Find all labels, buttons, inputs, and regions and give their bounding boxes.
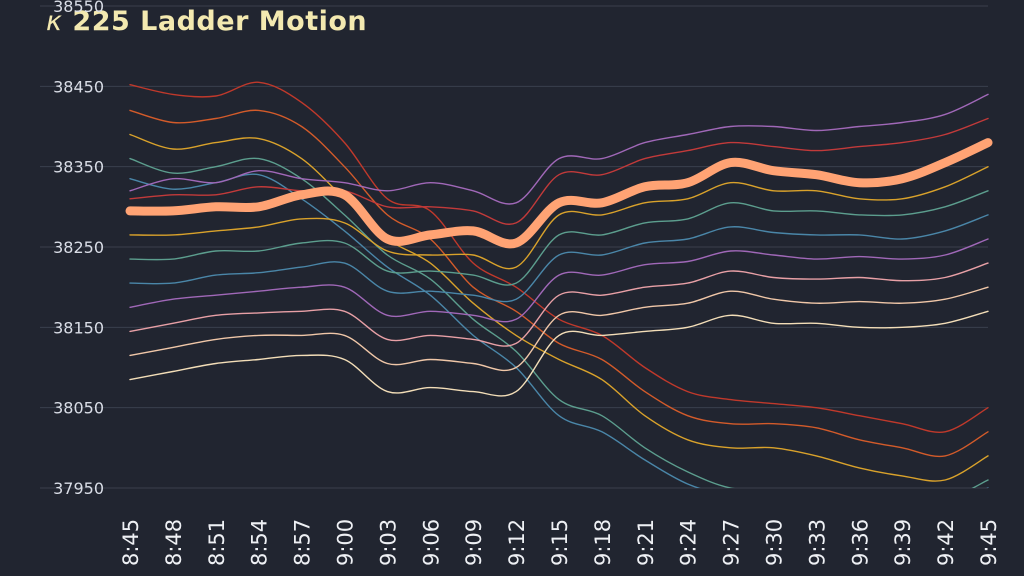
y-tick-label: 38450: [53, 77, 104, 96]
series-line: [129, 133, 989, 482]
x-tick-label: 8:51: [205, 519, 229, 566]
y-tick-label: 38550: [53, 0, 104, 16]
y-tick-label: 38350: [53, 158, 104, 177]
x-tick-label: 8:48: [162, 519, 186, 566]
series-line: [129, 286, 989, 372]
x-tick-label: 9:39: [891, 519, 915, 566]
x-tick-label: 9:24: [677, 519, 701, 566]
series-line: [129, 190, 989, 286]
x-tick-label: 9:15: [548, 519, 572, 566]
x-tick-label: 9:12: [505, 519, 529, 566]
chart-title-text: 225 Ladder Motion: [72, 6, 368, 37]
series-line: [129, 310, 989, 397]
kappa-symbol: κ: [46, 6, 63, 37]
series-line: [129, 173, 989, 488]
x-tick-label: 9:27: [720, 519, 744, 566]
x-tick-label: 9:18: [591, 519, 615, 566]
series-line: [129, 109, 989, 458]
series-line: [129, 166, 989, 270]
x-tick-label: 8:45: [119, 519, 143, 566]
y-tick-label: 38250: [53, 238, 104, 257]
y-tick-label: 38150: [53, 318, 104, 337]
x-tick-label: 9:45: [977, 519, 1001, 566]
y-tick-label: 38050: [53, 399, 104, 418]
x-tick-label: 9:03: [376, 519, 400, 566]
series-line: [129, 238, 989, 323]
chart-title: κ 225 Ladder Motion: [46, 6, 367, 37]
x-tick-label: 9:42: [934, 519, 958, 566]
x-tick-label: 9:30: [763, 519, 787, 566]
x-tick-label: 8:54: [248, 519, 272, 566]
series-group: [125, 81, 993, 488]
series-line: [129, 117, 989, 225]
x-tick-label: 9:33: [805, 519, 829, 566]
x-tick-label: 9:09: [462, 519, 486, 566]
series-line: [129, 214, 989, 303]
series-line: [129, 157, 989, 488]
series-line: [129, 81, 989, 434]
main-series-line: [125, 138, 993, 249]
y-tick-label: 37950: [53, 479, 104, 498]
x-tick-label: 8:57: [291, 519, 315, 566]
series-line: [129, 93, 989, 205]
series-line: [129, 262, 989, 347]
x-tick-label: 9:21: [634, 519, 658, 566]
x-tick-label: 9:36: [848, 519, 872, 566]
x-tick-label: 9:00: [334, 519, 358, 566]
x-tick-label: 9:06: [419, 519, 443, 566]
